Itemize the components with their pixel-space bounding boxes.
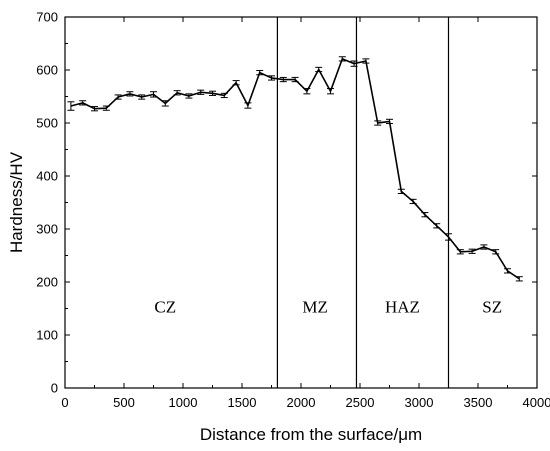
y-tick-label: 200 xyxy=(36,275,58,290)
y-tick-label: 600 xyxy=(36,63,58,78)
y-tick-label: 500 xyxy=(36,116,58,131)
data-point-errorbar xyxy=(445,233,452,241)
data-point-errorbar xyxy=(433,223,441,229)
data-point-errorbar xyxy=(91,106,98,112)
data-point-errorbar xyxy=(456,249,464,255)
data-point-errorbar xyxy=(173,90,181,96)
data-point-errorbar xyxy=(138,94,146,100)
x-tick-label: 1500 xyxy=(228,395,257,410)
data-point-errorbar xyxy=(374,120,382,126)
x-tick-label: 1000 xyxy=(169,395,198,410)
x-tick-label: 500 xyxy=(113,395,135,410)
x-tick-label: 3500 xyxy=(464,395,493,410)
data-point-errorbar xyxy=(327,88,334,95)
hardness-series-line xyxy=(70,58,520,280)
data-point-errorbar xyxy=(338,56,346,62)
data-point-errorbar xyxy=(492,249,500,255)
data-point-errorbar xyxy=(114,94,122,100)
y-tick-label: 0 xyxy=(51,381,58,396)
y-axis-title: Hardness/HV xyxy=(7,151,26,253)
region-label-mz: MZ xyxy=(302,298,328,317)
data-point-errorbar xyxy=(409,198,417,205)
data-point-errorbar xyxy=(126,91,134,97)
data-point-errorbar xyxy=(421,212,429,218)
region-label-sz: SZ xyxy=(482,298,502,317)
data-point-errorbar xyxy=(315,66,323,73)
data-point-errorbar xyxy=(220,92,228,99)
x-axis-title: Distance from the surface/μm xyxy=(200,425,422,444)
data-point-errorbar xyxy=(386,118,393,125)
data-point-errorbar xyxy=(291,76,299,83)
x-tick-label: 0 xyxy=(61,395,68,410)
data-point-errorbar xyxy=(102,105,110,111)
data-point-errorbar xyxy=(79,100,87,106)
data-point-errorbar xyxy=(515,276,523,282)
data-point-errorbar xyxy=(67,101,75,111)
x-tick-label: 2500 xyxy=(346,395,375,410)
data-point-errorbar xyxy=(232,80,240,86)
data-point-errorbar xyxy=(197,89,205,95)
data-point-errorbar xyxy=(279,76,287,83)
data-point-errorbar xyxy=(185,93,193,99)
data-point-errorbar xyxy=(397,188,405,194)
data-point-errorbar xyxy=(150,91,157,98)
data-point-errorbar xyxy=(209,90,216,96)
x-tick-label: 2000 xyxy=(287,395,316,410)
data-point-errorbar xyxy=(268,75,275,81)
data-point-errorbar xyxy=(256,70,264,76)
data-point-errorbar xyxy=(468,248,476,254)
x-tick-label: 3000 xyxy=(405,395,434,410)
y-tick-label: 300 xyxy=(36,222,58,237)
data-point-errorbar xyxy=(504,268,511,274)
data-point-errorbar xyxy=(480,244,488,250)
x-tick-label: 4000 xyxy=(523,395,550,410)
data-point-errorbar xyxy=(161,100,169,107)
y-tick-label: 400 xyxy=(36,169,58,184)
region-label-cz: CZ xyxy=(154,298,176,317)
data-point-errorbar xyxy=(362,58,370,64)
region-label-haz: HAZ xyxy=(385,298,420,317)
data-point-errorbar xyxy=(303,88,311,95)
data-point-errorbar xyxy=(350,60,358,67)
data-point-errorbar xyxy=(244,102,252,109)
y-tick-label: 100 xyxy=(36,328,58,343)
plot-frame xyxy=(64,16,538,389)
y-tick-label: 700 xyxy=(36,10,58,25)
